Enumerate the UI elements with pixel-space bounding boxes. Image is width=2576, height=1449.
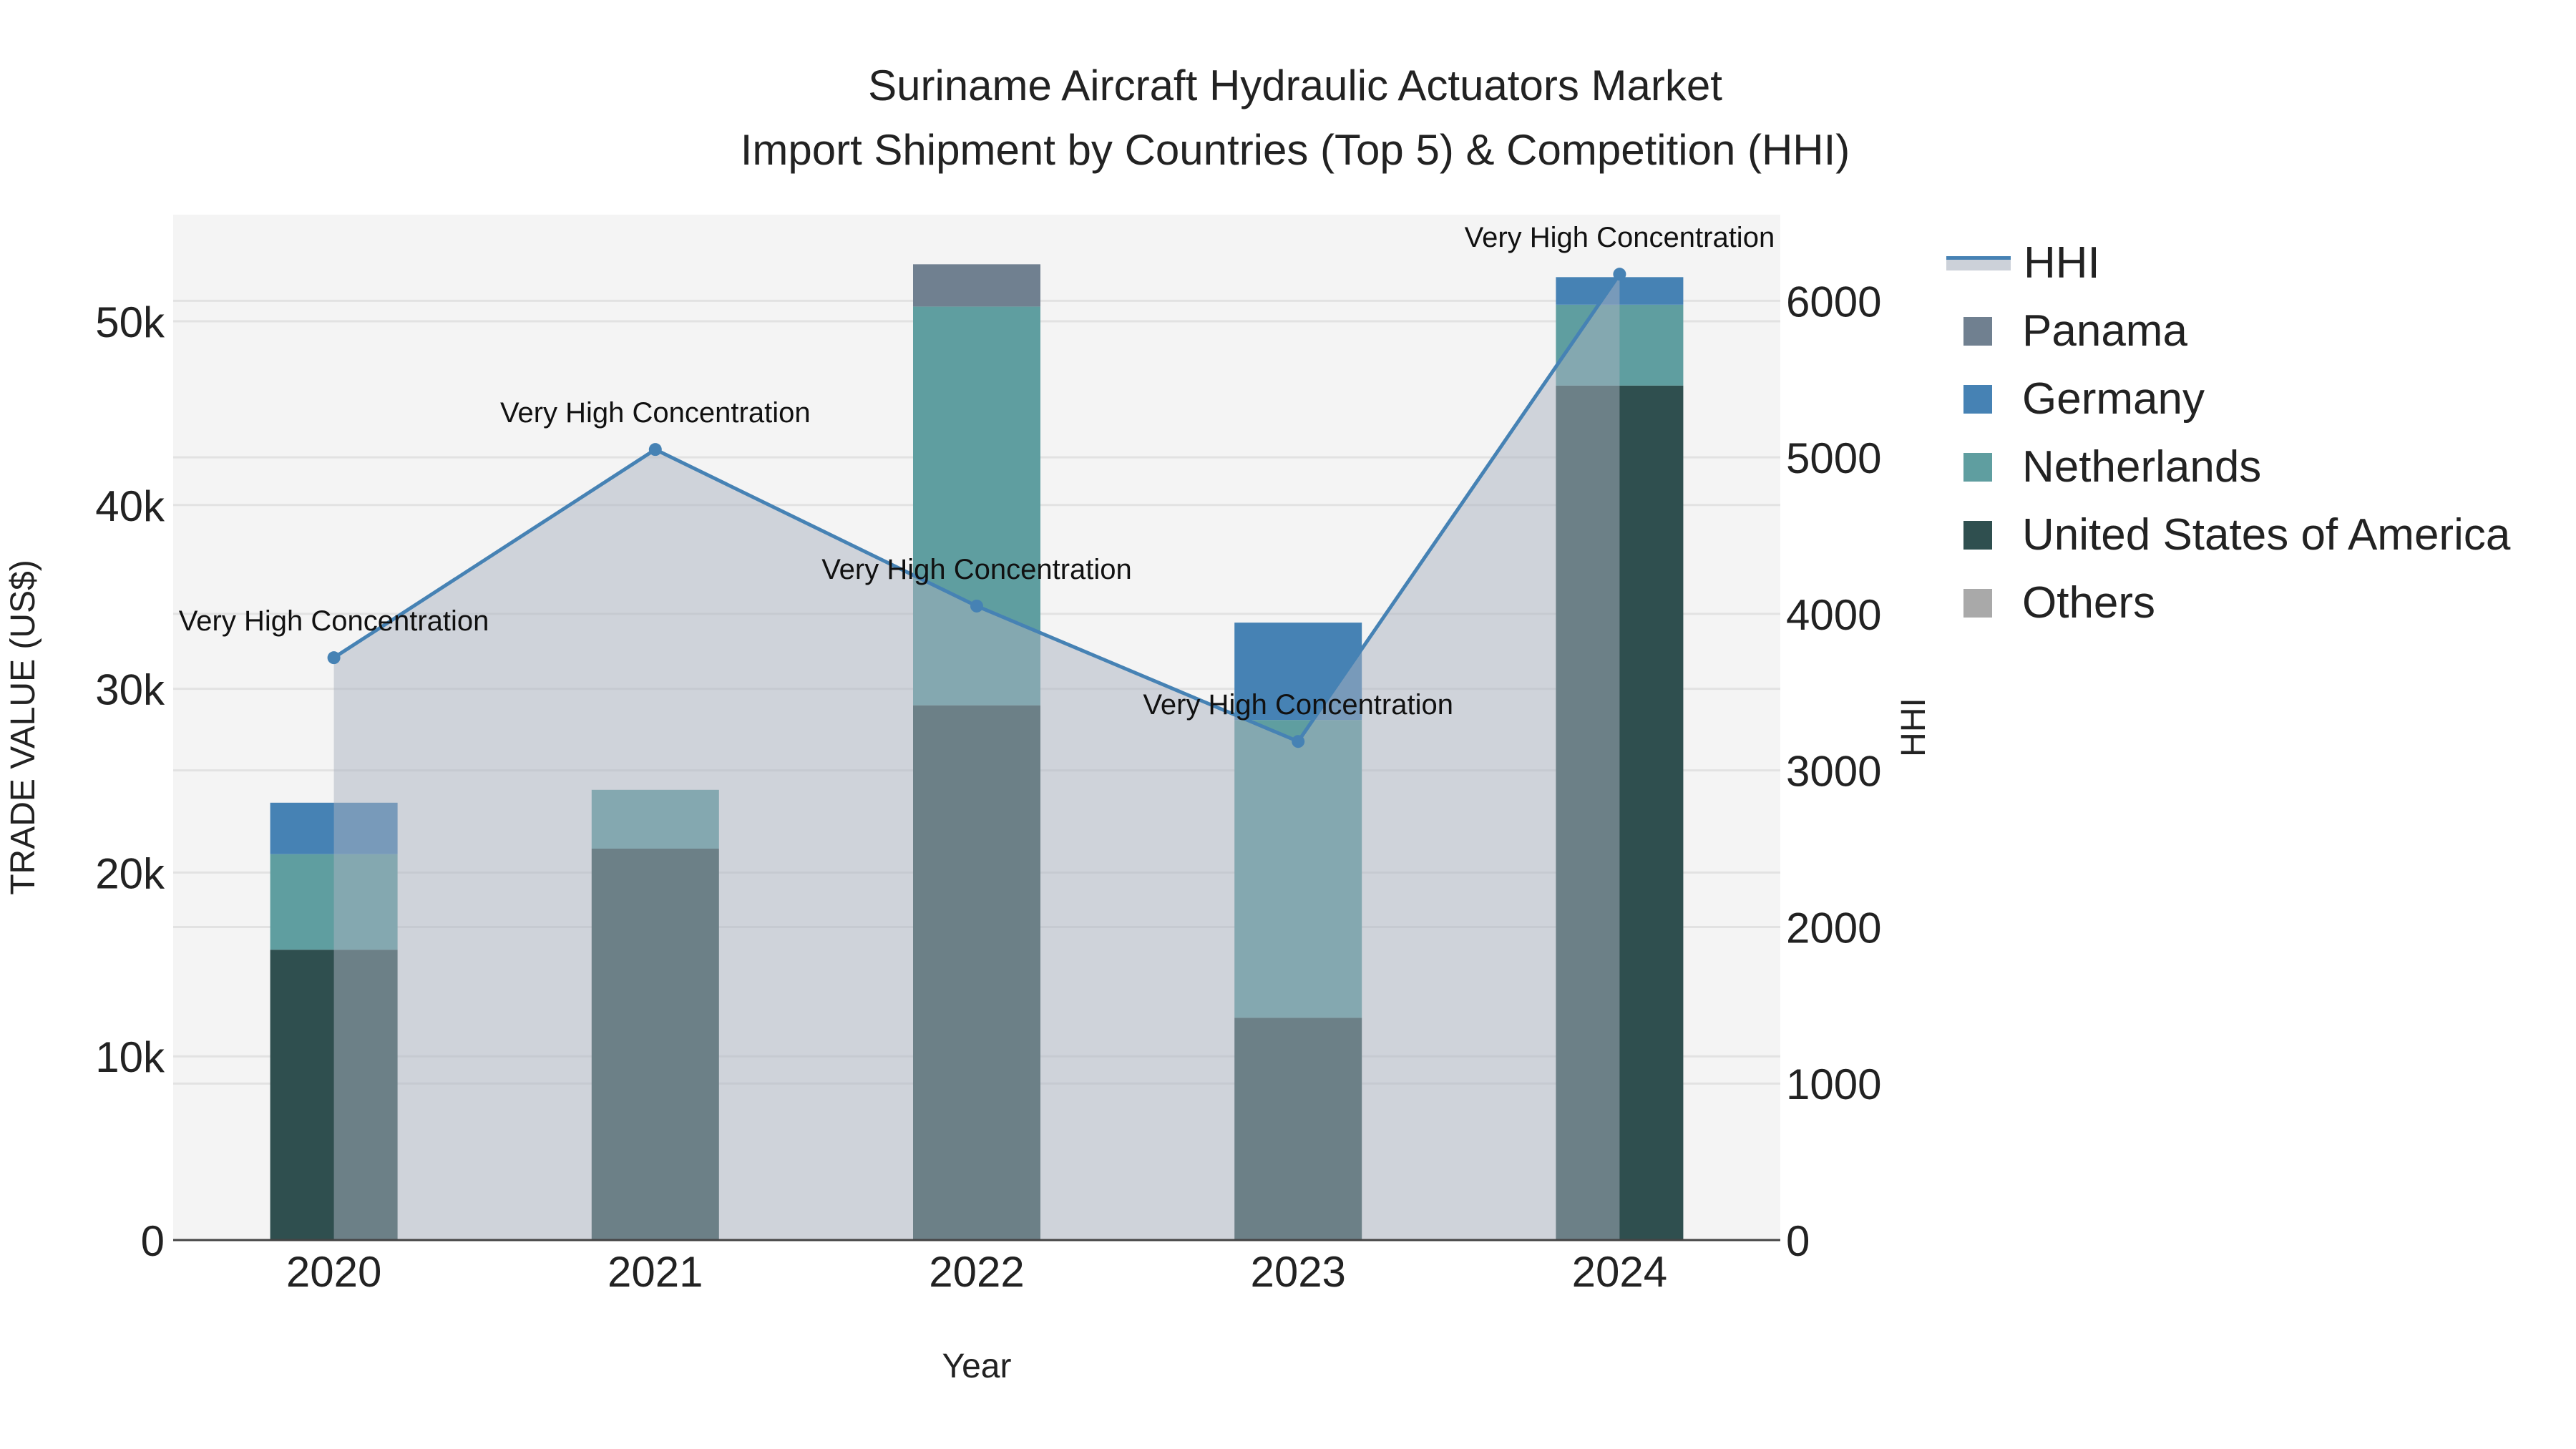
hhi-point [648, 443, 662, 457]
x-tick-label: 2020 [286, 1248, 381, 1296]
y-tick-label: 50k [95, 298, 165, 346]
y-tick-label: 20k [95, 849, 165, 897]
y2-tick-label: 1000 [1786, 1060, 1881, 1108]
y2-axis-title: HHI [1895, 698, 1933, 757]
legend-swatch-icon [1963, 452, 1992, 482]
legend-item[interactable]: United States of America [1946, 501, 2510, 569]
chart-subtitle: Import Shipment by Countries (Top 5) & C… [740, 126, 1850, 174]
y2-tick-label: 6000 [1786, 278, 1881, 326]
legend-swatch-icon [1963, 588, 1992, 618]
legend-swatch-icon [1963, 520, 1992, 550]
x-tick-label: 2023 [1250, 1248, 1345, 1296]
legend-label: Panama [2022, 306, 2187, 356]
y2-tick-label: 3000 [1786, 748, 1881, 796]
y2-tick-label: 0 [1786, 1217, 1810, 1265]
legend-item[interactable]: HHI [1946, 229, 2510, 297]
legend-item[interactable]: Others [1946, 569, 2510, 637]
hhi-area [333, 274, 1620, 1240]
hhi-annotation: Very High Concentration [821, 554, 1132, 585]
hhi-point [327, 651, 341, 665]
bar-panama [913, 264, 1040, 307]
legend-swatch-icon [1963, 384, 1992, 414]
hhi-annotation: Very High Concentration [1465, 222, 1775, 253]
chart-title: Suriname Aircraft Hydraulic Actuators Ma… [868, 62, 1722, 109]
y2-tick-label: 2000 [1786, 904, 1881, 952]
legend-line-marker-icon [1946, 255, 2011, 270]
legend-item[interactable]: Germany [1946, 365, 2510, 433]
legend-swatch-icon [1963, 316, 1992, 346]
y-axis-title: TRADE VALUE (US$) [4, 560, 42, 895]
hhi-annotation: Very High Concentration [1143, 689, 1453, 721]
legend-label: Netherlands [2022, 442, 2262, 492]
y2-tick-label: 5000 [1786, 434, 1881, 482]
legend-label: HHI [2024, 238, 2100, 288]
y-tick-label: 30k [95, 666, 165, 714]
x-tick-label: 2024 [1572, 1248, 1667, 1296]
legend-item[interactable]: Panama [1946, 297, 2510, 365]
hhi-point [1292, 735, 1305, 748]
x-tick-label: 2021 [608, 1248, 703, 1296]
hhi-annotation: Very High Concentration [179, 605, 489, 637]
hhi-point [1613, 268, 1626, 281]
legend-label: Germany [2022, 374, 2205, 424]
y2-tick-label: 4000 [1786, 591, 1881, 639]
hhi-point [970, 599, 983, 613]
legend-item[interactable]: Netherlands [1946, 433, 2510, 501]
y-tick-label: 10k [95, 1033, 165, 1081]
x-tick-label: 2022 [929, 1248, 1024, 1296]
hhi-annotation: Very High Concentration [500, 397, 811, 429]
y-tick-label: 40k [95, 482, 165, 530]
legend-label: Others [2022, 578, 2156, 628]
x-axis-title: Year [942, 1347, 1012, 1385]
legend-label: United States of America [2022, 510, 2511, 560]
legend: HHI Panama Germany Netherlands United States… [1946, 229, 2510, 637]
y-tick-label: 0 [141, 1217, 165, 1265]
